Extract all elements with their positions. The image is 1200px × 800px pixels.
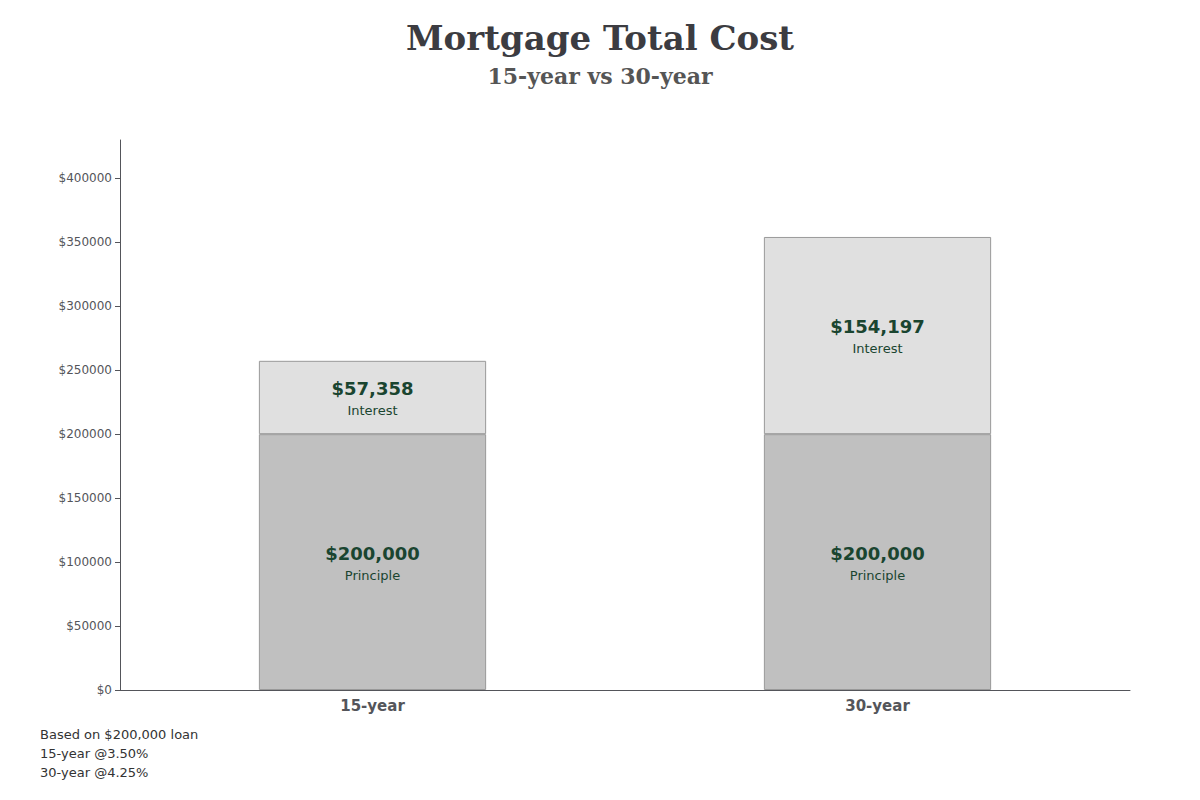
svg-text:15-year @3.50%: 15-year @3.50% [40,746,148,761]
svg-text:$100000: $100000 [59,555,112,569]
svg-text:Principle: Principle [345,568,400,583]
svg-text:Interest: Interest [852,341,902,356]
svg-text:$150000: $150000 [59,491,112,505]
svg-text:Based on $200,000 loan: Based on $200,000 loan [40,727,198,742]
svg-text:$300000: $300000 [59,299,112,313]
svg-text:30-year @4.25%: 30-year @4.25% [40,765,148,780]
svg-text:$57,358: $57,358 [332,378,414,399]
svg-text:15-year: 15-year [340,697,405,715]
svg-text:Mortgage Total Cost: Mortgage Total Cost [406,18,794,58]
svg-text:$200000: $200000 [59,427,112,441]
svg-text:$200,000: $200,000 [325,543,420,564]
svg-text:$400000: $400000 [59,171,112,185]
svg-text:Principle: Principle [850,568,905,583]
svg-text:$50000: $50000 [66,619,112,633]
svg-text:Interest: Interest [347,403,397,418]
svg-text:30-year: 30-year [845,697,910,715]
svg-text:$0: $0 [97,683,112,697]
svg-text:$154,197: $154,197 [830,316,925,337]
svg-text:15-year vs 30-year: 15-year vs 30-year [487,63,713,89]
svg-text:$350000: $350000 [59,235,112,249]
svg-text:$250000: $250000 [59,363,112,377]
svg-text:$200,000: $200,000 [830,543,925,564]
